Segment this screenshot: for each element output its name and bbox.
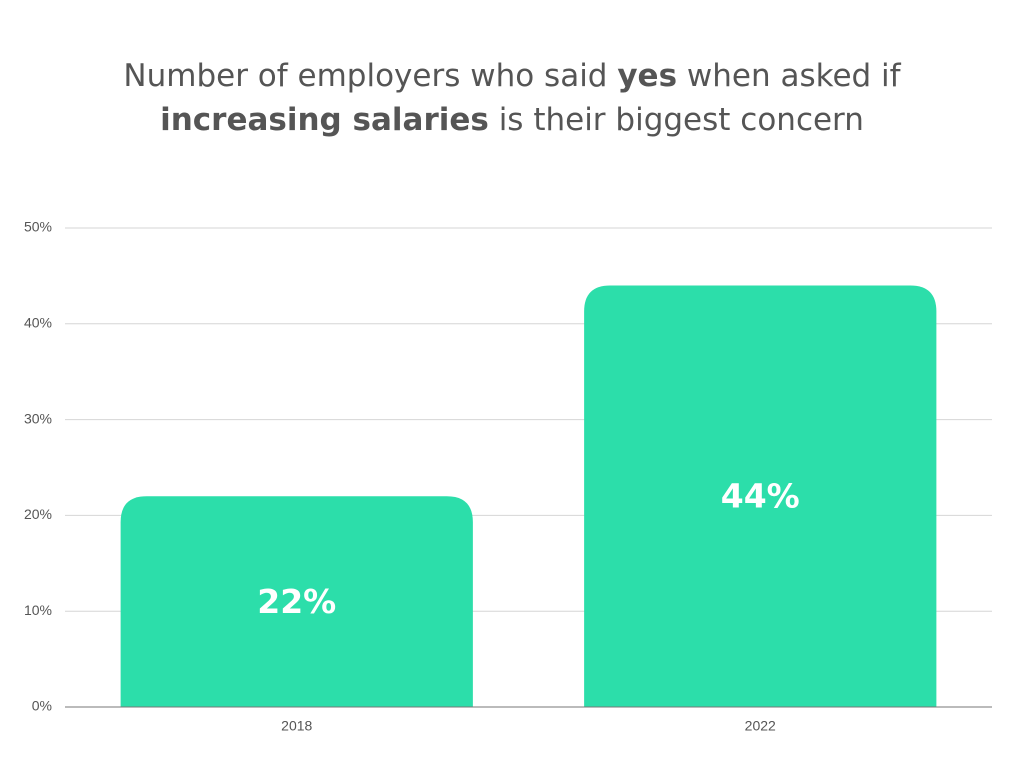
y-tick-label: 40% <box>24 315 52 331</box>
y-tick-label: 30% <box>24 410 52 426</box>
y-tick-label: 10% <box>24 602 52 618</box>
title-run: when asked if <box>677 58 902 94</box>
data-label: 22% <box>257 582 336 621</box>
x-tick-label: 2022 <box>745 718 776 734</box>
x-tick-label: 2018 <box>281 718 312 734</box>
chart-title: increasing salaries is their biggest con… <box>160 102 864 138</box>
y-tick-label: 0% <box>32 698 52 714</box>
title-run: yes <box>617 58 677 94</box>
bar <box>120 496 473 707</box>
title-run: increasing salaries <box>160 102 489 138</box>
y-tick-label: 20% <box>24 506 52 522</box>
bar <box>584 285 937 707</box>
title-run: is their biggest concern <box>489 102 864 138</box>
y-tick-label: 50% <box>24 219 52 235</box>
chart-title: Number of employers who said yes when as… <box>123 58 901 94</box>
data-label: 44% <box>721 477 800 516</box>
title-run: Number of employers who said <box>123 58 617 94</box>
